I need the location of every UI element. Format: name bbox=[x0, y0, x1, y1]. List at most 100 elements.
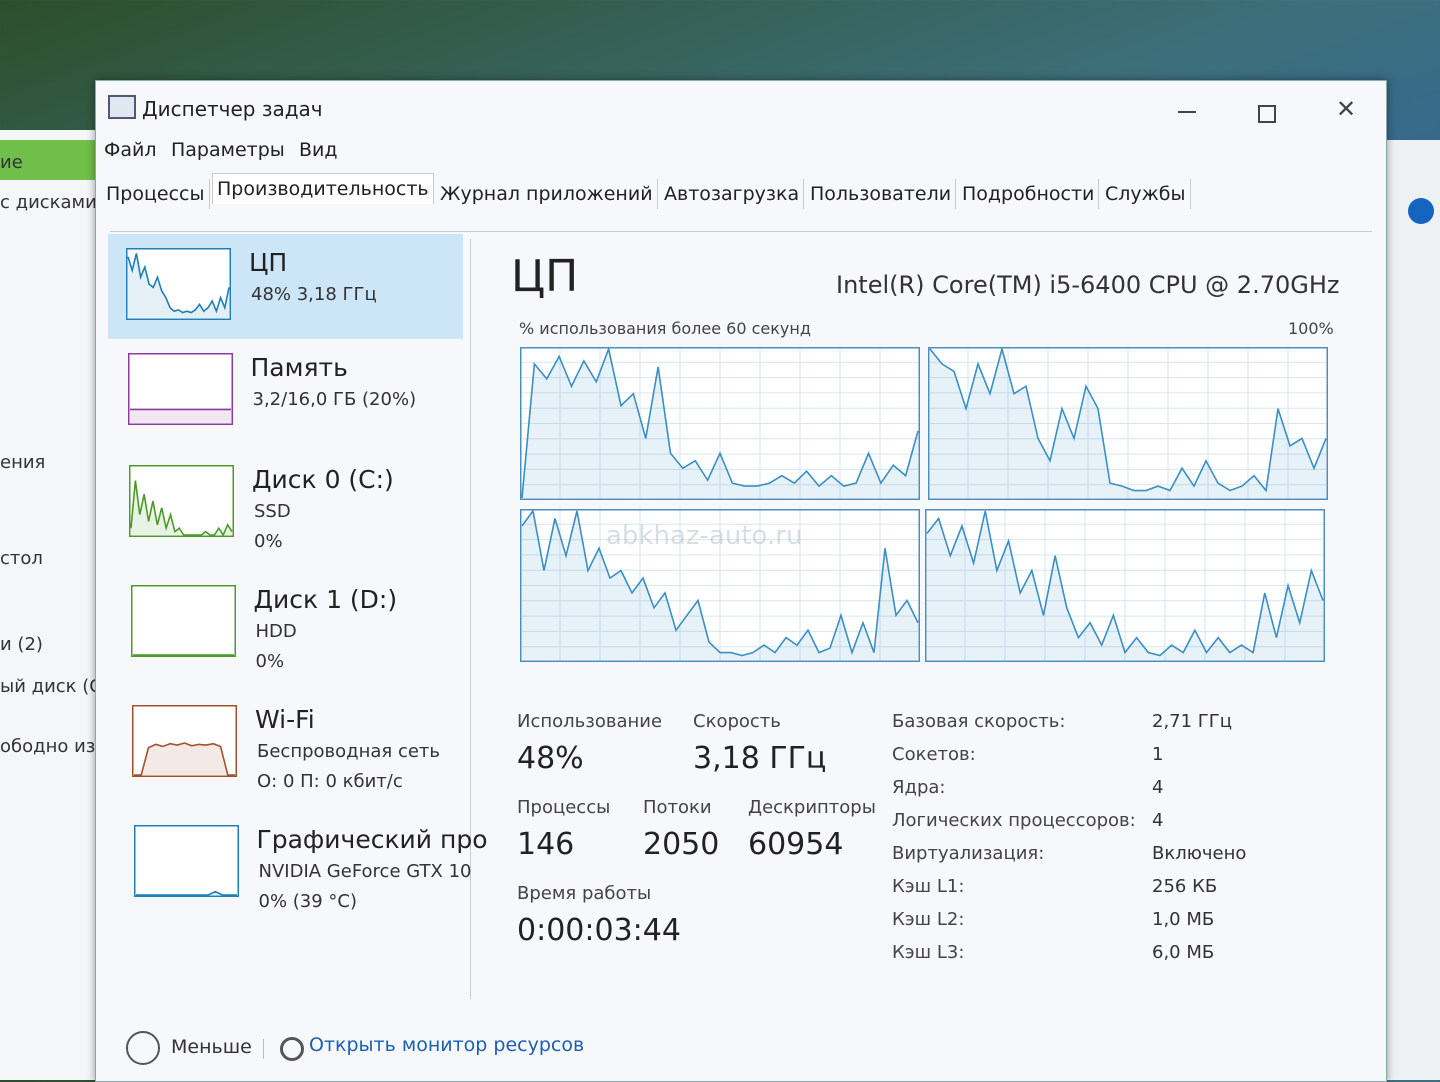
sidebar-graph bbox=[127, 353, 233, 425]
spec-label: Логических процессоров: bbox=[892, 810, 1136, 831]
monitor-icon bbox=[280, 1037, 304, 1061]
less-button[interactable]: Меньше bbox=[171, 1036, 252, 1058]
graph-line bbox=[926, 510, 1324, 657]
tab[interactable]: Автозагрузка bbox=[660, 179, 805, 209]
spec-value: Включено bbox=[1152, 843, 1247, 864]
sidebar-graph bbox=[133, 825, 239, 897]
graph-border bbox=[132, 705, 237, 777]
cpu-title: ЦП bbox=[511, 251, 579, 302]
sidebar-detail: SSD bbox=[254, 501, 291, 522]
background-highlight bbox=[0, 140, 110, 180]
less-icon[interactable] bbox=[126, 1031, 160, 1065]
graph-line bbox=[134, 742, 235, 776]
tab[interactable]: Службы bbox=[1101, 179, 1191, 209]
app-icon bbox=[108, 95, 136, 119]
window-title: Диспетчер задач bbox=[142, 97, 323, 121]
graph-line bbox=[135, 890, 237, 896]
sidebar-name[interactable]: ЦП bbox=[249, 248, 288, 277]
sidebar-detail: 48% 3,18 ГГц bbox=[251, 284, 377, 305]
stat-value: 60954 bbox=[748, 827, 844, 862]
spec-value: 4 bbox=[1152, 810, 1164, 831]
stat-value: 48% bbox=[517, 741, 584, 776]
menu-item[interactable]: Файл bbox=[104, 139, 157, 161]
cpu-model: Intel(R) Core(TM) i5-6400 CPU @ 2.70GHz bbox=[836, 271, 1340, 299]
close-button[interactable]: ✕ bbox=[1336, 95, 1357, 123]
graph-border bbox=[127, 353, 233, 425]
graph-border bbox=[133, 825, 239, 897]
open-resource-monitor[interactable]: Открыть монитор ресурсов bbox=[309, 1034, 585, 1056]
pane-divider bbox=[470, 239, 471, 999]
tab[interactable]: Журнал приложений bbox=[436, 179, 658, 209]
spec-value: 4 bbox=[1152, 777, 1164, 798]
sidebar-name[interactable]: Диск 0 (C:) bbox=[252, 465, 394, 494]
sidebar-detail: 0% bbox=[254, 531, 283, 552]
task-manager-window: Диспетчер задач ✕ Файл Параметры Вид Процес… bbox=[95, 80, 1387, 1082]
graph-line bbox=[521, 347, 919, 499]
sidebar-name[interactable]: Wi-Fi bbox=[255, 705, 315, 734]
background-text: ый диск (C:) bbox=[0, 676, 115, 697]
background-window: ие с дисками ения стол и (2) ый диск (C:) обод… bbox=[0, 130, 115, 1080]
tab[interactable]: Пользователи bbox=[806, 179, 957, 209]
maximize-button[interactable] bbox=[1258, 105, 1276, 123]
spec-label: Базовая скорость: bbox=[892, 711, 1066, 732]
spec-label: Кэш L2: bbox=[892, 909, 965, 930]
sidebar-detail: Беспроводная сеть bbox=[257, 741, 441, 762]
sidebar-graph bbox=[126, 248, 231, 320]
watermark: abkhaz-auto.ru bbox=[606, 521, 803, 551]
graph-area bbox=[927, 511, 1323, 660]
spec-value: 1 bbox=[1152, 744, 1164, 765]
spec-value: 2,71 ГГц bbox=[1152, 711, 1233, 732]
graph-border bbox=[130, 585, 236, 657]
sidebar-name[interactable]: Диск 1 (D:) bbox=[253, 585, 398, 614]
graph-area bbox=[129, 409, 231, 423]
sidebar-detail: 0% bbox=[255, 651, 285, 672]
spec-label: Сокетов: bbox=[892, 744, 976, 765]
sidebar-name[interactable]: Графический про bbox=[256, 825, 488, 854]
graph-label: % использования более 60 секунд bbox=[519, 319, 811, 338]
graph-border bbox=[928, 347, 1328, 500]
minimize-button[interactable] bbox=[1178, 111, 1196, 113]
sidebar-detail: 3,2/16,0 ГБ (20%) bbox=[252, 389, 417, 410]
graph-border bbox=[520, 509, 920, 662]
spec-value: 6,0 МБ bbox=[1152, 942, 1215, 963]
graph-area bbox=[134, 743, 235, 775]
spec-value: 256 КБ bbox=[1152, 876, 1218, 897]
background-text: с дисками bbox=[0, 192, 97, 213]
background-text: ободно из 4 bbox=[0, 736, 113, 757]
graph-max: 100% bbox=[1288, 319, 1334, 338]
core-graph bbox=[925, 509, 1325, 662]
tab[interactable]: Подробности bbox=[958, 179, 1100, 209]
sidebar-graph bbox=[132, 705, 237, 777]
background-window-right bbox=[1380, 140, 1440, 1080]
background-text: ие bbox=[0, 152, 23, 173]
spec-value: 1,0 МБ bbox=[1152, 909, 1215, 930]
graph-border bbox=[126, 248, 231, 320]
graph-area bbox=[930, 349, 1326, 498]
stat-label: Дескрипторы bbox=[748, 797, 876, 818]
stat-label: Скорость bbox=[693, 711, 781, 732]
help-icon[interactable] bbox=[1408, 198, 1434, 224]
stat-label: Использование bbox=[517, 711, 663, 732]
spec-label: Кэш L1: bbox=[892, 876, 965, 897]
menu-item[interactable]: Вид bbox=[299, 139, 338, 161]
graph-area bbox=[522, 511, 918, 660]
background-text: ения bbox=[0, 452, 46, 473]
graph-area bbox=[128, 253, 229, 318]
footer-separator bbox=[263, 1039, 264, 1059]
background-text: и (2) bbox=[0, 634, 43, 655]
core-graph bbox=[520, 347, 920, 500]
tab[interactable]: Процессы bbox=[102, 179, 210, 209]
menu-item[interactable]: Параметры bbox=[171, 139, 285, 161]
sidebar-detail: NVIDIA GeForce GTX 10 bbox=[258, 861, 472, 882]
tab[interactable]: Производительность bbox=[212, 173, 434, 204]
sidebar-name[interactable]: Память bbox=[250, 353, 348, 382]
graph-area bbox=[522, 349, 918, 498]
graph-border bbox=[520, 347, 920, 500]
sidebar-graph bbox=[129, 465, 234, 537]
stat-value: 3,18 ГГц bbox=[693, 741, 827, 776]
spec-label: Виртуализация: bbox=[892, 843, 1045, 864]
sidebar-detail: HDD bbox=[255, 621, 297, 642]
graph-line bbox=[521, 509, 919, 657]
